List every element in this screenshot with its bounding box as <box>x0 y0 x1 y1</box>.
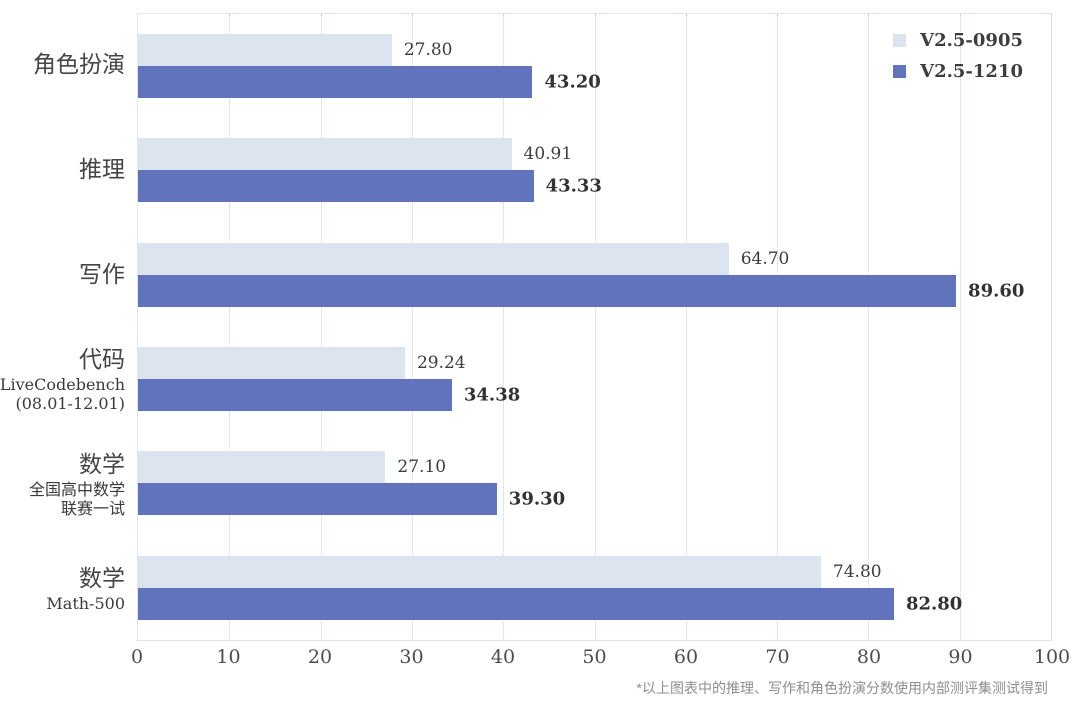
gridline-20 <box>320 14 322 640</box>
gridline-30 <box>411 14 413 640</box>
x-axis-tick-label: 30 <box>399 646 424 668</box>
plot-area: 27.80 43.20 40.91 43.33 64.70 89.60 29.24 34.38… <box>137 13 1052 641</box>
bar-track: 64.70 <box>138 242 1051 275</box>
bar-value-label: 43.33 <box>545 175 602 197</box>
gridline-100 <box>1051 14 1052 640</box>
legend-swatch-icon <box>893 65 907 78</box>
category-group-row--: 64.70 89.60 <box>138 223 1051 327</box>
bar-track: 27.10 <box>138 451 1051 484</box>
gridline-80 <box>868 14 870 640</box>
category-label-group--: 角色扮演 <box>0 13 125 118</box>
bar-value-label: 29.24 <box>416 353 466 374</box>
footnote: *以上图表中的推理、写作和角色扮演分数使用内部测评集测试得到 <box>636 680 1048 696</box>
x-axis-tick-label: 80 <box>856 646 882 668</box>
legend: V2.5-0905 V2.5-1210 <box>893 30 1023 82</box>
category-sublabel: (08.01-12.01) <box>15 394 126 414</box>
bar-v2-5-0905: 27.10 <box>138 451 446 484</box>
gridline-60 <box>685 14 687 640</box>
category-label: 推理 <box>79 156 125 183</box>
gridline-10 <box>229 14 231 640</box>
bar-track: 74.80 <box>138 555 1051 588</box>
bar-v2-5-1210: 89.60 <box>138 274 1024 307</box>
category-group-row--: 29.24 34.38 <box>138 327 1051 431</box>
bar-track: 43.33 <box>138 170 1051 203</box>
x-axis-tick-label: 20 <box>307 646 333 668</box>
bar-v2-5-0905: 29.24 <box>138 347 466 380</box>
bar-v2-5-1210: 43.20 <box>138 66 601 99</box>
bar-value-label: 27.80 <box>403 40 453 61</box>
category-labels-column: 角色扮演 推理 写作 代码 LiveCodebench (08.01-12.01) 数学 全国… <box>0 13 125 641</box>
x-axis-tick-label: 70 <box>765 646 790 668</box>
legend-item-v2-5-0905: V2.5-0905 <box>893 30 1023 51</box>
bar-track: 82.80 <box>138 587 1051 620</box>
category-group-row--: 40.91 43.33 <box>138 118 1051 222</box>
category-sublabel: Math-500 <box>46 594 125 614</box>
bar-v2-5-0905: 27.80 <box>138 34 452 67</box>
gridline-40 <box>503 14 505 640</box>
bar-v2-5-1210: 82.80 <box>138 587 962 620</box>
legend-label: V2.5-1210 <box>920 61 1023 82</box>
bar-rows: 27.80 43.20 40.91 43.33 64.70 89.60 29.24 34.38… <box>138 14 1051 640</box>
category-group-row--: 74.80 82.80 <box>138 536 1051 640</box>
bar-value-label: 82.80 <box>905 593 963 615</box>
x-axis-tick-label: 90 <box>948 646 973 668</box>
gridline-90 <box>959 14 961 640</box>
bar-track: 89.60 <box>138 274 1051 307</box>
bar-value-label: 89.60 <box>968 280 1025 302</box>
category-label-group--: 写作 <box>0 222 125 327</box>
bar-track: 29.24 <box>138 347 1051 380</box>
category-label-group--: 数学 全国高中数学 联赛一试 <box>0 432 125 537</box>
bar-track: 27.80 <box>138 34 1051 67</box>
x-axis-tick-label: 10 <box>216 646 241 668</box>
bar-track: 40.91 <box>138 138 1051 171</box>
category-label-group--: 数学 Math-500 <box>0 536 125 641</box>
bar-v2-5-0905: 74.80 <box>138 555 882 588</box>
gridline-50 <box>594 14 596 640</box>
bar-value-label: 27.10 <box>397 457 447 478</box>
x-axis-tick-label: 60 <box>673 646 699 668</box>
bar-track: 39.30 <box>138 483 1051 516</box>
bar-v2-5-1210: 43.33 <box>138 170 602 203</box>
x-axis-tick-label: 0 <box>130 646 144 668</box>
category-label: 角色扮演 <box>33 51 125 78</box>
bar-value-label: 34.38 <box>463 384 521 406</box>
category-label-group--: 推理 <box>0 118 125 223</box>
category-label: 代码 <box>79 346 125 373</box>
category-sublabel: 全国高中数学 <box>28 479 125 499</box>
bar-track: 34.38 <box>138 379 1051 412</box>
category-group-row--: 27.80 43.20 <box>138 14 1051 118</box>
category-group-row--: 27.10 39.30 <box>138 431 1051 535</box>
category-sublabel: 联赛一试 <box>60 498 125 518</box>
category-label: 数学 <box>79 565 125 592</box>
x-axis: 0 10 20 30 40 50 60 70 80 90 100 <box>131 646 1070 670</box>
legend-swatch-icon <box>893 34 907 47</box>
category-sublabel: LiveCodebench <box>0 375 125 395</box>
bar-value-label: 64.70 <box>740 248 790 269</box>
x-axis-tick-label: 100 <box>1033 646 1071 668</box>
bar-value-label: 39.30 <box>508 488 566 510</box>
x-axis-tick-label: 50 <box>582 646 607 668</box>
x-axis-tick-label: 40 <box>490 646 516 668</box>
legend-item-v2-5-1210: V2.5-1210 <box>893 61 1023 82</box>
bar-value-label: 74.80 <box>832 561 882 582</box>
gridline-70 <box>777 14 779 640</box>
category-label: 写作 <box>79 260 125 287</box>
category-label: 数学 <box>79 450 125 477</box>
category-label-group--: 代码 LiveCodebench (08.01-12.01) <box>0 327 125 432</box>
gridlines <box>138 14 1052 640</box>
bar-v2-5-0905: 40.91 <box>138 138 572 171</box>
legend-label: V2.5-0905 <box>920 30 1023 51</box>
bar-v2-5-1210: 34.38 <box>138 379 520 412</box>
bar-track: 43.20 <box>138 66 1051 99</box>
bar-v2-5-1210: 39.30 <box>138 483 565 516</box>
bar-value-label: 40.91 <box>523 144 573 165</box>
bar-value-label: 43.20 <box>544 71 601 93</box>
bar-v2-5-0905: 64.70 <box>138 242 789 275</box>
